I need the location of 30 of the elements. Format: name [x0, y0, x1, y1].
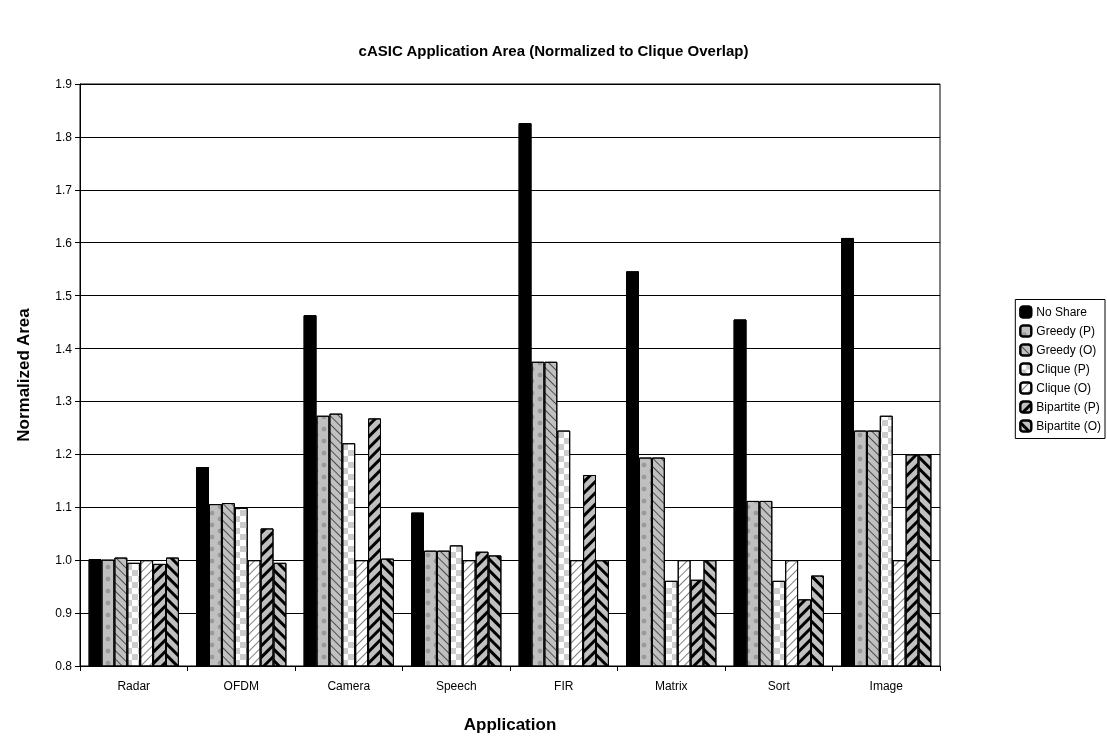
- x-tick-label: OFDM: [223, 679, 259, 693]
- legend-label: Bipartite (P): [1036, 400, 1100, 414]
- x-tick-label: FIR: [554, 679, 574, 693]
- x-axis-title: Application: [463, 715, 557, 734]
- y-axis-title: Normalized Area: [14, 307, 33, 442]
- chart-title: cASIC Application Area (Normalized to Clique Overlap): [358, 42, 749, 59]
- y-tick-label: 1.7: [55, 182, 73, 197]
- legend-label: Clique (P): [1036, 362, 1090, 376]
- x-tick-label: Sort: [767, 679, 791, 693]
- legend-label: Greedy (O): [1036, 343, 1097, 357]
- x-tick-label: Matrix: [654, 679, 688, 693]
- y-tick-label: 1.0: [55, 553, 73, 568]
- y-tick-label: 0.9: [55, 606, 73, 621]
- legend-label: Bipartite (O): [1036, 419, 1102, 433]
- y-tick-label: 1.5: [55, 288, 73, 303]
- y-tick-label: 1.6: [55, 235, 73, 250]
- y-tick-label: 1.2: [55, 447, 73, 462]
- x-tick-label: Speech: [435, 679, 477, 693]
- legend-label: Greedy (P): [1036, 324, 1096, 338]
- y-tick-label: 1.3: [55, 394, 73, 409]
- x-tick-label: Image: [869, 679, 904, 693]
- y-tick-label: 1.9: [55, 77, 73, 91]
- x-tick-label: Camera: [327, 679, 371, 693]
- y-tick-label: 1.8: [55, 129, 73, 144]
- y-tick-label: 1.1: [55, 500, 73, 515]
- legend-label: Clique (O): [1036, 381, 1092, 395]
- x-tick-label: Radar: [117, 679, 151, 693]
- legend-label: No Share: [1036, 305, 1088, 319]
- y-tick-label: 0.8: [55, 659, 73, 673]
- y-tick-label: 1.4: [55, 341, 73, 356]
